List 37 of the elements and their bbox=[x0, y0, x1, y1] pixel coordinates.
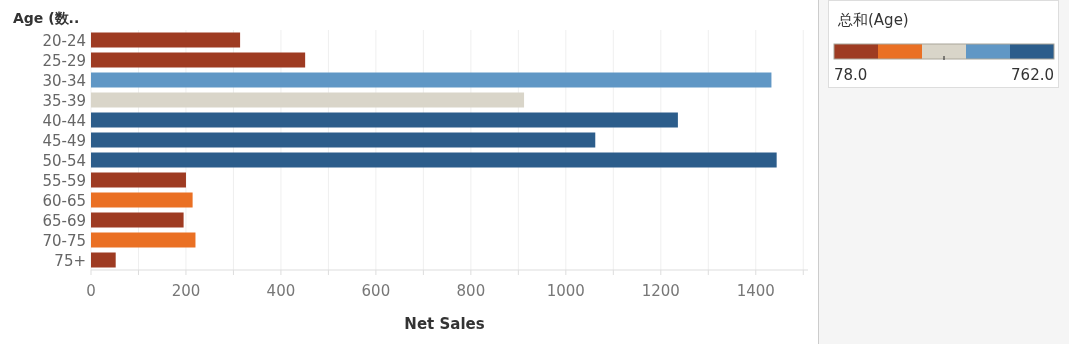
y-tick-label: 70-75 bbox=[42, 231, 86, 250]
x-tick-label: 200 bbox=[171, 282, 201, 300]
x-tick-label: 1000 bbox=[546, 282, 585, 300]
bar bbox=[91, 132, 596, 148]
y-tick-label: 65-69 bbox=[42, 211, 86, 230]
bar bbox=[91, 92, 525, 108]
x-tick-label: 1200 bbox=[641, 282, 680, 300]
bar bbox=[91, 172, 186, 188]
x-tick-label: 800 bbox=[456, 282, 486, 300]
bar bbox=[91, 232, 196, 248]
y-tick-label: 55-59 bbox=[42, 171, 86, 190]
bar bbox=[91, 72, 772, 88]
color-bar-label: 78.0 bbox=[834, 66, 868, 84]
y-tick-label: 30-34 bbox=[42, 71, 86, 90]
y-tick-label: 40-44 bbox=[42, 111, 86, 130]
y-tick-label: 45-49 bbox=[42, 131, 86, 150]
y-tick-label: 25-29 bbox=[42, 51, 86, 70]
bar bbox=[91, 212, 184, 228]
y-tick-label: 20-24 bbox=[42, 31, 86, 50]
bar bbox=[91, 52, 306, 68]
color-bar-label: 762.0 bbox=[1011, 66, 1054, 84]
color-bar-title: 总和(Age) bbox=[837, 11, 909, 29]
y-tick-label: 35-39 bbox=[42, 91, 86, 110]
bar bbox=[91, 32, 241, 48]
y-tick-label: 50-54 bbox=[42, 151, 86, 170]
x-tick-label: 0 bbox=[86, 282, 96, 300]
x-tick-label: 600 bbox=[361, 282, 391, 300]
y-tick-label: 60-65 bbox=[42, 191, 86, 210]
x-axis-title: Net Sales bbox=[404, 315, 485, 333]
bar bbox=[91, 112, 678, 128]
y-axis-title: Age (数.. bbox=[13, 10, 80, 26]
y-tick-label: 75+ bbox=[54, 251, 86, 270]
x-tick-label: 1400 bbox=[736, 282, 775, 300]
x-tick-label: 400 bbox=[266, 282, 296, 300]
bar bbox=[91, 252, 116, 268]
bar bbox=[91, 192, 193, 208]
bar bbox=[91, 152, 777, 168]
